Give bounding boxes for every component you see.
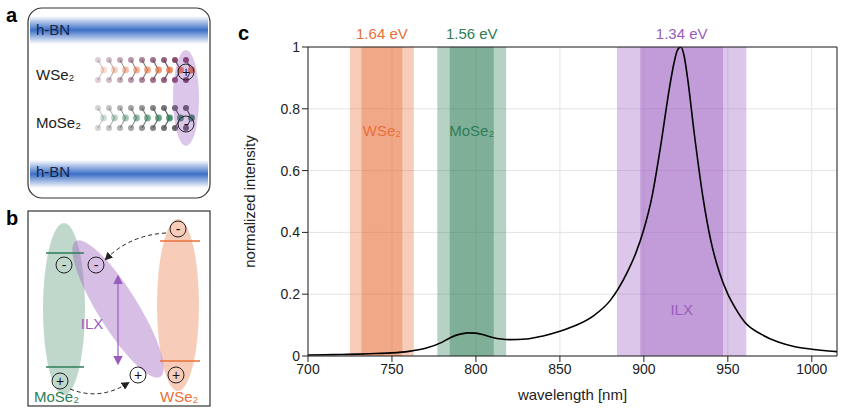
svg-text:800: 800 <box>464 361 488 377</box>
svg-text:750: 750 <box>380 361 404 377</box>
svg-text:1.34 eV: 1.34 eV <box>656 25 708 42</box>
svg-text:MoSe₂: MoSe₂ <box>36 114 81 131</box>
svg-text:0.6: 0.6 <box>281 163 301 179</box>
svg-text:normalized intensity: normalized intensity <box>241 135 258 268</box>
svg-text:WSe₂: WSe₂ <box>160 388 199 405</box>
svg-text:1000: 1000 <box>796 361 827 377</box>
svg-text:+: + <box>134 367 142 383</box>
svg-text:850: 850 <box>548 361 572 377</box>
svg-text:ILX: ILX <box>670 301 693 318</box>
svg-text:h-BN: h-BN <box>36 21 70 38</box>
svg-text:1.56 eV: 1.56 eV <box>446 25 498 42</box>
svg-text:ILX: ILX <box>81 315 104 332</box>
svg-text:-: - <box>62 257 67 273</box>
svg-text:WSe₂: WSe₂ <box>36 66 75 83</box>
svg-text:-: - <box>184 116 189 132</box>
svg-text:MoSe₂: MoSe₂ <box>34 388 79 405</box>
svg-text:0.8: 0.8 <box>281 101 301 117</box>
svg-text:0.2: 0.2 <box>281 286 301 302</box>
svg-text:MoSe₂: MoSe₂ <box>449 122 494 139</box>
svg-text:+: + <box>172 367 180 383</box>
svg-text:1.64 eV: 1.64 eV <box>356 25 408 42</box>
svg-text:0.4: 0.4 <box>281 224 301 240</box>
svg-text:+: + <box>182 64 190 80</box>
svg-text:0: 0 <box>292 348 300 364</box>
svg-text:-: - <box>94 257 99 273</box>
svg-text:+: + <box>56 373 64 389</box>
svg-text:700: 700 <box>296 360 320 377</box>
svg-text:1: 1 <box>292 39 300 55</box>
svg-text:wavelength [nm]: wavelength [nm] <box>517 386 627 403</box>
svg-text:WSe₂: WSe₂ <box>363 122 402 139</box>
svg-text:-: - <box>176 221 181 237</box>
svg-text:a: a <box>6 4 18 26</box>
svg-text:950: 950 <box>716 361 740 377</box>
html-text:c: c <box>238 22 250 44</box>
svg-text:h-BN: h-BN <box>36 163 70 180</box>
svg-text:900: 900 <box>632 361 656 377</box>
svg-text:b: b <box>6 207 18 229</box>
